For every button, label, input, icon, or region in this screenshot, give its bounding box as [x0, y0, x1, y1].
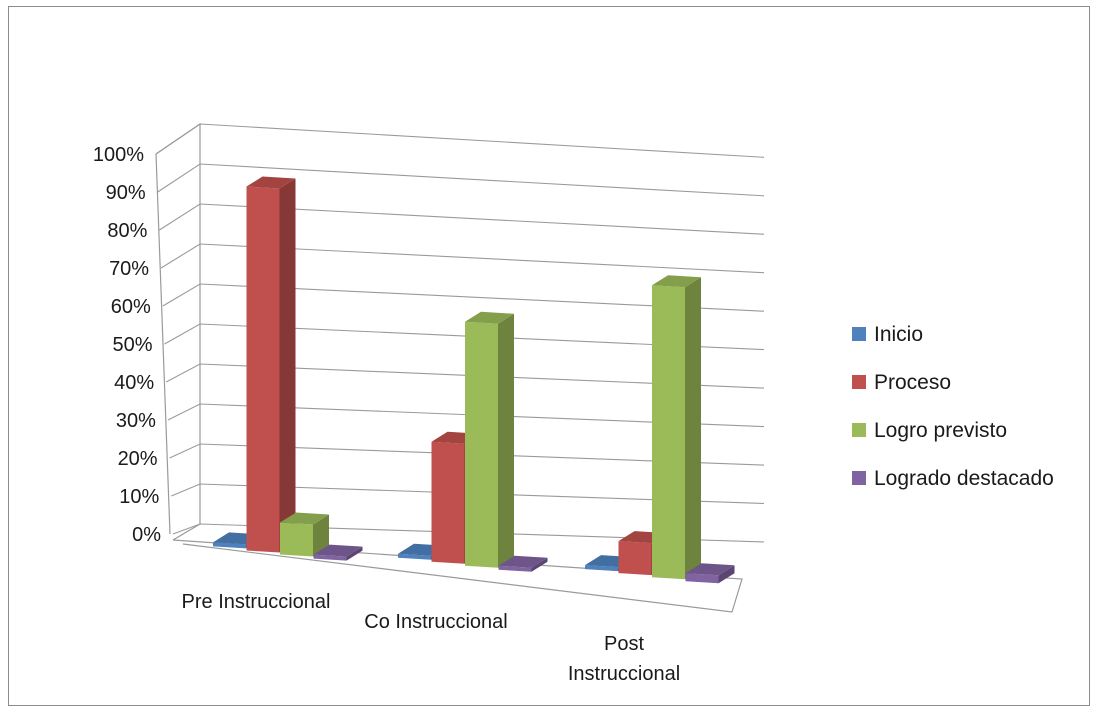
y-tick-label: 10%: [119, 486, 159, 508]
bar-front: [247, 187, 280, 553]
y-tick-label: 90%: [106, 182, 146, 204]
legend: Inicio Proceso Logro previsto Logrado desta…: [852, 323, 1054, 490]
y-tick-label: 0%: [132, 524, 161, 546]
y-tick-label: 100%: [93, 144, 144, 166]
category-label: Pre Instruccional: [182, 591, 331, 613]
y-tick-label: 40%: [114, 372, 154, 394]
bar-side: [685, 277, 701, 579]
bar-front: [465, 322, 498, 568]
bar-front: [652, 285, 685, 579]
gridline-10: [156, 124, 764, 157]
bar-logro-previsto-1: [465, 312, 514, 568]
legend-swatch: [852, 375, 866, 389]
category-label: Instruccional: [568, 663, 680, 685]
bars: [213, 177, 735, 584]
y-axis-ticks: 0% 10% 20% 30% 40% 50% 60% 70% 80% 90% 100%: [93, 144, 161, 546]
y-tick-label: 50%: [112, 334, 152, 356]
y-tick-label: 70%: [109, 258, 149, 280]
side-wall-front-edge: [156, 154, 170, 534]
bar-front: [280, 523, 313, 557]
bar-side: [280, 179, 296, 553]
bar-front: [432, 442, 465, 564]
category-label: Co Instruccional: [364, 611, 507, 633]
bar-side: [498, 314, 514, 568]
y-tick-label: 30%: [116, 410, 156, 432]
legend-swatch: [852, 471, 866, 485]
category-label: Post: [604, 633, 644, 655]
legend-label: Inicio: [874, 323, 923, 346]
category-labels: Pre Instruccional Co Instruccional Post Ins…: [182, 591, 681, 685]
legend-label: Proceso: [874, 371, 951, 394]
bar-logro-previsto-2: [652, 275, 701, 579]
bar-front: [619, 541, 652, 575]
legend-swatch: [852, 423, 866, 437]
y-tick-label: 20%: [118, 448, 158, 470]
bar-proceso-0: [247, 177, 296, 553]
y-tick-label: 80%: [107, 220, 147, 242]
y-tick-label: 60%: [111, 296, 151, 318]
legend-label: Logrado destacado: [874, 467, 1054, 490]
legend-label: Logro previsto: [874, 419, 1007, 442]
legend-swatch: [852, 327, 866, 341]
